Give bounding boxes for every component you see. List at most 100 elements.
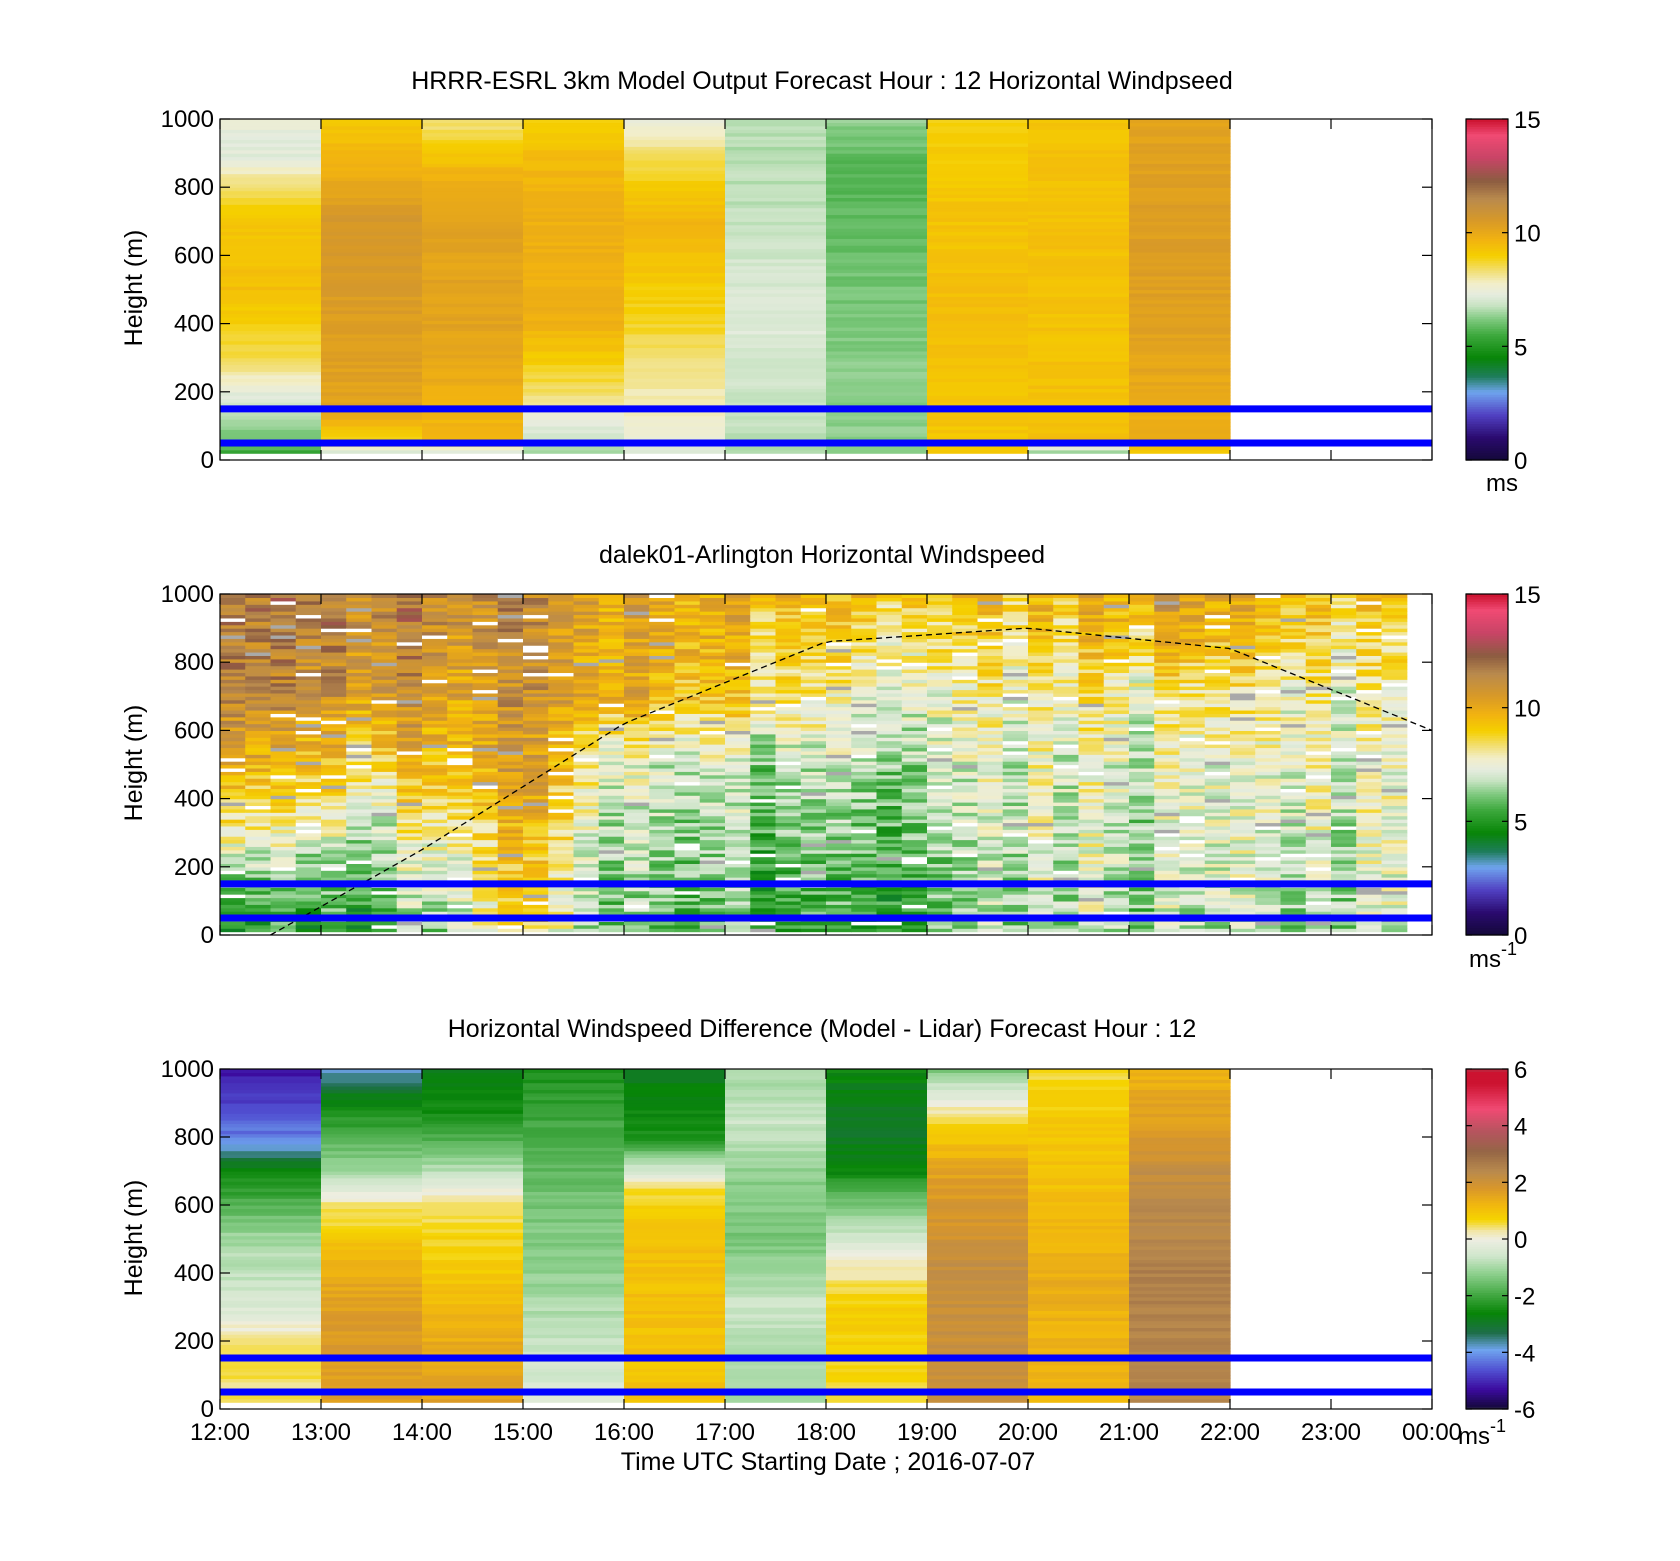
heatmap-cell: [523, 183, 625, 188]
heatmap-cell: [1129, 313, 1231, 318]
heatmap-cell: [876, 703, 903, 708]
heatmap-cell: [1129, 333, 1231, 338]
heatmap-cell: [573, 716, 600, 721]
heatmap-cell: [927, 286, 1029, 291]
heatmap-cell: [901, 696, 928, 701]
heatmap-cell: [699, 795, 726, 800]
heatmap-cell: [346, 672, 373, 677]
heatmap-cell: [472, 842, 499, 847]
heatmap-cell: [1154, 621, 1181, 626]
colorbar-segment: [1466, 153, 1508, 157]
heatmap-cell: [901, 832, 928, 837]
heatmap-cell: [321, 720, 347, 725]
heatmap-cell: [220, 422, 322, 427]
heatmap-cell: [624, 224, 726, 229]
heatmap-cell: [497, 723, 524, 728]
heatmap-cell: [1129, 384, 1231, 389]
heatmap-cell: [725, 330, 827, 335]
heatmap-cell: [826, 313, 928, 318]
heatmap-cell: [346, 832, 373, 837]
heatmap-cell: [598, 856, 625, 861]
heatmap-cell: [220, 156, 322, 161]
heatmap-cell: [1002, 924, 1029, 929]
heatmap-cell: [422, 125, 524, 130]
heatmap-cell: [699, 877, 726, 882]
heatmap-cell: [624, 890, 650, 895]
heatmap-cell: [725, 696, 751, 701]
heatmap-cell: [371, 607, 398, 612]
heatmap-cell: [270, 887, 297, 892]
heatmap-cell: [927, 122, 1029, 127]
heatmap-cell: [826, 747, 852, 752]
heatmap-cell: [624, 149, 726, 154]
colorbar-segment: [1466, 384, 1508, 388]
heatmap-cell: [624, 720, 650, 725]
heatmap-cell: [699, 709, 726, 714]
heatmap-cell: [321, 432, 423, 437]
heatmap-cell: [674, 921, 701, 926]
colorbar-segment: [1466, 126, 1508, 130]
heatmap-cell: [649, 689, 676, 694]
heatmap-cell: [220, 330, 322, 335]
heatmap-cell: [649, 651, 676, 656]
heatmap-cell: [725, 388, 827, 393]
heatmap-cell: [1028, 651, 1054, 656]
heatmap-cell: [422, 832, 448, 837]
heatmap-cell: [725, 607, 751, 612]
heatmap-cell: [927, 146, 1029, 151]
heatmap-cell: [523, 371, 625, 376]
colorbar-segment: [1466, 455, 1508, 459]
heatmap-cell: [649, 709, 676, 714]
heatmap-cell: [598, 859, 625, 864]
heatmap-cell: [1028, 853, 1054, 858]
heatmap-cell: [447, 699, 474, 704]
heatmap-cell: [800, 771, 827, 776]
heatmap-cell: [826, 672, 852, 677]
heatmap-cell: [1078, 750, 1105, 755]
heatmap-cell: [371, 856, 398, 861]
heatmap-cell: [1154, 733, 1181, 738]
heatmap-cell: [245, 597, 272, 602]
heatmap-cell: [523, 764, 549, 769]
heatmap-cell: [624, 395, 726, 400]
heatmap-cell: [1078, 928, 1105, 933]
heatmap-cell: [725, 628, 751, 633]
heatmap-cell: [472, 624, 499, 629]
heatmap-cell: [573, 682, 600, 687]
heatmap-cell: [775, 638, 802, 643]
heatmap-cell: [927, 744, 953, 749]
heatmap-cell: [371, 720, 398, 725]
heatmap-cell: [396, 839, 423, 844]
heatmap-cell: [1053, 866, 1080, 871]
heatmap-cell: [220, 419, 322, 424]
heatmap-cell: [371, 836, 398, 841]
heatmap-cell: [927, 224, 1029, 229]
heatmap-cell: [321, 350, 423, 355]
heatmap-cell: [220, 275, 322, 280]
heatmap-cell: [321, 419, 423, 424]
heatmap-cell: [447, 750, 474, 755]
heatmap-cell: [649, 829, 676, 834]
heatmap-cell: [422, 645, 448, 650]
heatmap-cell: [851, 778, 878, 783]
heatmap-cell: [1078, 802, 1105, 807]
heatmap-cell: [977, 617, 1004, 622]
heatmap-cell: [422, 265, 524, 270]
heatmap-cell: [396, 665, 423, 670]
heatmap-cell: [1028, 607, 1054, 612]
heatmap-cell: [1129, 781, 1155, 786]
heatmap-cell: [725, 897, 751, 902]
heatmap-cell: [447, 631, 474, 636]
heatmap-cell: [977, 825, 1004, 830]
heatmap-cell: [674, 634, 701, 639]
heatmap-cell: [876, 849, 903, 854]
heatmap-cell: [220, 682, 246, 687]
heatmap-cell: [422, 744, 448, 749]
heatmap-cell: [1028, 859, 1054, 864]
colorbar-segment: [1466, 211, 1508, 215]
heatmap-cell: [952, 836, 979, 841]
heatmap-cell: [573, 805, 600, 810]
heatmap-cell: [800, 747, 827, 752]
heatmap-cell: [1154, 890, 1181, 895]
heatmap-cell: [901, 921, 928, 926]
